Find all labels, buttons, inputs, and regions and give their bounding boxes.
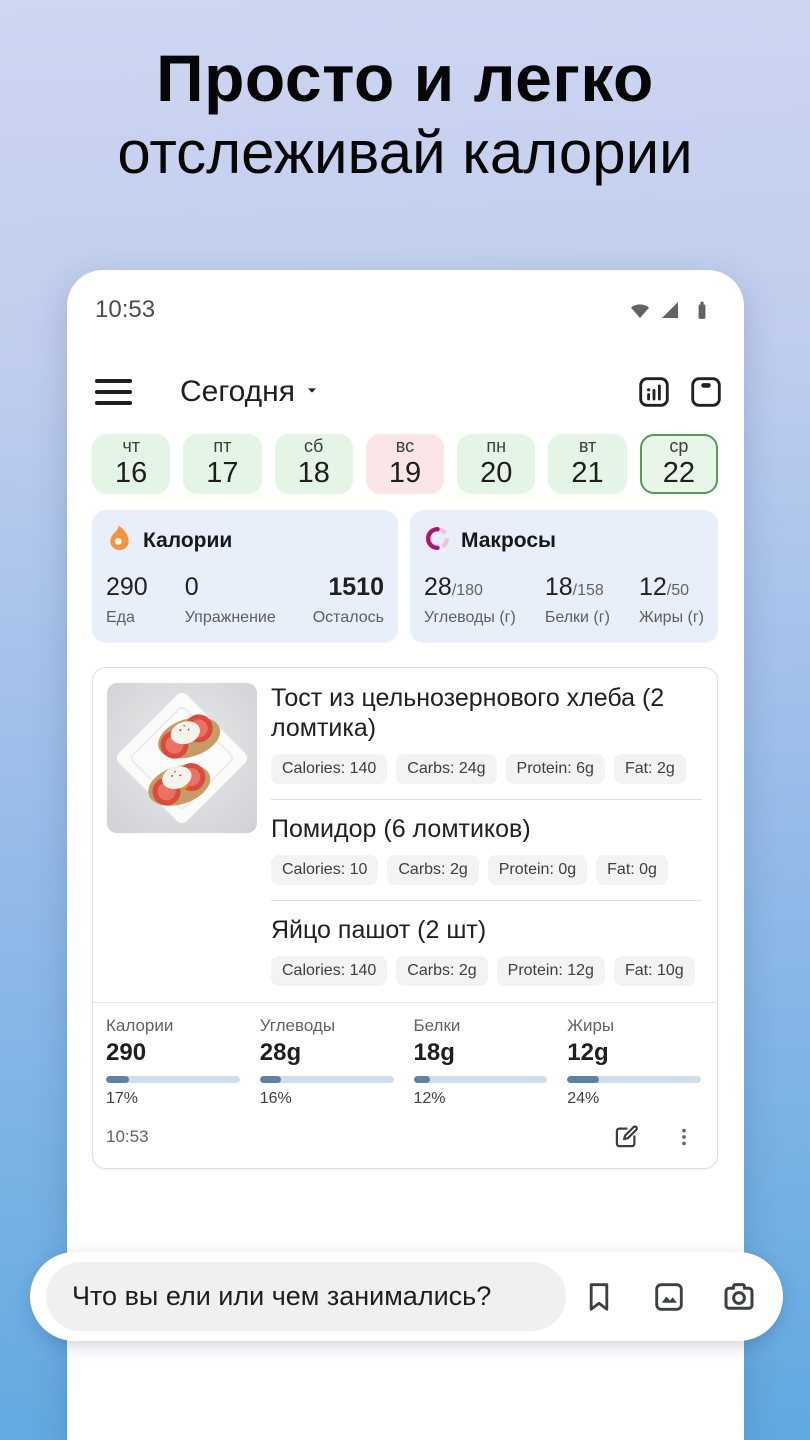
wifi-icon xyxy=(628,298,652,322)
nutrition-chip: Calories: 140 xyxy=(271,956,388,986)
daily-summary-cards: Калории 290 Еда 0 Упражнение 1510 Остало… xyxy=(92,510,718,643)
battery-icon xyxy=(690,298,714,322)
divider xyxy=(271,799,702,800)
nutrition-chip: Carbs: 24g xyxy=(396,754,497,784)
food-item[interactable]: Яйцо пашот (2 шт) Calories: 140 Carbs: 2… xyxy=(271,915,702,986)
app-header: Сегодня xyxy=(67,370,744,414)
food-item-name: Помидор (6 ломтиков) xyxy=(271,815,531,843)
day-date: 17 xyxy=(206,457,239,490)
progress-bar xyxy=(567,1076,701,1083)
total-carbs: Углеводы 28g 16% xyxy=(259,1016,394,1108)
day-chip-thu[interactable]: чт 16 xyxy=(92,434,171,494)
header-actions xyxy=(634,372,726,412)
quick-add-bar: Что вы ели или чем занимались? xyxy=(30,1252,783,1341)
macro-protein: 18/158 Белки (г) xyxy=(544,573,610,626)
day-of-week: чт xyxy=(122,436,140,457)
hero-title-line1: Просто и легко xyxy=(156,41,654,115)
day-date: 19 xyxy=(388,457,422,490)
status-time: 10:53 xyxy=(95,296,156,323)
nutrition-chip: Carbs: 2g xyxy=(387,855,479,885)
hamburger-menu-icon[interactable] xyxy=(95,379,132,405)
stats-chart-icon[interactable] xyxy=(634,372,674,412)
meal-card-footer: 10:53 xyxy=(93,1108,717,1168)
flame-icon xyxy=(106,525,133,557)
nutrition-chip: Protein: 6g xyxy=(505,754,605,784)
hero-title-line2: отслеживай калории xyxy=(117,118,693,186)
chevron-down-icon xyxy=(304,382,320,403)
day-chip-wed-selected[interactable]: ср 22 xyxy=(639,434,718,494)
nutrition-chip: Protein: 12g xyxy=(496,956,605,986)
day-of-week: вт xyxy=(578,436,597,457)
phone-screenshot: 10:53 Сегодня xyxy=(67,270,744,1440)
total-fat: Жиры 12g 24% xyxy=(567,1016,701,1108)
calories-exercise: 0 Упражнение xyxy=(184,573,276,626)
meal-entry-card: Тост из цельнозернового хлеба (2 ломтика… xyxy=(92,667,718,1169)
divider xyxy=(271,900,702,901)
day-of-week: пн xyxy=(486,436,507,457)
edit-icon[interactable] xyxy=(611,1122,641,1152)
cellular-signal-icon xyxy=(659,298,683,322)
day-chip-fri[interactable]: пт 17 xyxy=(183,434,262,494)
day-of-week: вс xyxy=(395,436,415,457)
calories-card-title: Калории xyxy=(143,529,233,552)
total-calories: Калории 290 17% xyxy=(106,1016,240,1108)
food-item-name: Яйцо пашот (2 шт) xyxy=(271,916,487,944)
day-chip-sat[interactable]: сб 18 xyxy=(274,434,353,494)
day-chip-tue[interactable]: вт 21 xyxy=(548,434,627,494)
day-date: 18 xyxy=(297,457,330,490)
progress-bar xyxy=(106,1076,240,1083)
macro-carbs: 28/180 Углеводы (г) xyxy=(424,573,516,626)
meal-photo xyxy=(107,683,257,833)
input-placeholder: Что вы ели или чем занимались? xyxy=(72,1281,492,1311)
total-protein: Белки 18g 12% xyxy=(413,1016,548,1108)
camera-icon[interactable] xyxy=(719,1277,759,1317)
kebab-menu-icon[interactable] xyxy=(669,1122,699,1152)
weight-scale-icon[interactable] xyxy=(686,372,726,412)
day-of-week: пт xyxy=(213,436,232,457)
nutrition-chip: Fat: 10g xyxy=(613,956,695,986)
nutrition-chip: Fat: 2g xyxy=(613,754,686,784)
divider xyxy=(93,1002,717,1003)
nutrition-chip: Carbs: 2g xyxy=(396,956,488,986)
hero-title: Просто и легко отслеживай калории xyxy=(0,40,810,187)
day-of-week: ср xyxy=(669,436,689,457)
progress-bar xyxy=(259,1076,394,1083)
food-log-input[interactable]: Что вы ели или чем занимались? xyxy=(46,1262,566,1331)
day-chip-mon[interactable]: пн 20 xyxy=(457,434,536,494)
day-date: 22 xyxy=(662,457,695,490)
progress-bar xyxy=(413,1076,548,1083)
macros-card-title: Макросы xyxy=(461,529,556,552)
status-bar: 10:53 xyxy=(67,270,744,324)
nutrition-chip: Calories: 10 xyxy=(271,855,379,885)
food-item[interactable]: Помидор (6 ломтиков) Calories: 10 Carbs:… xyxy=(271,814,702,885)
day-date: 20 xyxy=(480,457,513,490)
food-item[interactable]: Тост из цельнозернового хлеба (2 ломтика… xyxy=(271,683,702,784)
nutrition-chip: Protein: 0g xyxy=(487,855,588,885)
date-selector[interactable]: Сегодня xyxy=(180,375,320,409)
macro-ring-icon xyxy=(424,525,451,557)
day-chip-sun[interactable]: вс 19 xyxy=(365,434,445,494)
macro-fat: 12/50 Жиры (г) xyxy=(638,573,704,626)
calories-card: Калории 290 Еда 0 Упражнение 1510 Остало… xyxy=(92,510,398,643)
nutrition-chip: Fat: 0g xyxy=(596,855,668,885)
day-date: 21 xyxy=(571,457,604,490)
page-title: Сегодня xyxy=(180,375,295,408)
food-item-name: Тост из цельнозернового хлеба (2 ломтика… xyxy=(271,684,665,742)
calories-food: 290 Еда xyxy=(106,573,148,626)
status-icons xyxy=(628,298,714,322)
day-date: 16 xyxy=(115,457,148,490)
day-of-week: сб xyxy=(304,436,324,457)
meal-totals: Калории 290 17% Углеводы 28g 16% Белки 1… xyxy=(93,1003,717,1108)
macros-card: Макросы 28/180 Углеводы (г) 18/158 Белки… xyxy=(410,510,718,643)
nutrition-chip: Calories: 140 xyxy=(271,754,388,784)
meal-timestamp: 10:53 xyxy=(106,1127,149,1146)
week-day-selector: чт 16 пт 17 сб 18 вс 19 пн 20 вт 21 ср 2… xyxy=(92,434,718,494)
bookmark-icon[interactable] xyxy=(579,1277,619,1317)
calories-remaining: 1510 Осталось xyxy=(312,573,384,626)
gallery-icon[interactable] xyxy=(649,1277,689,1317)
